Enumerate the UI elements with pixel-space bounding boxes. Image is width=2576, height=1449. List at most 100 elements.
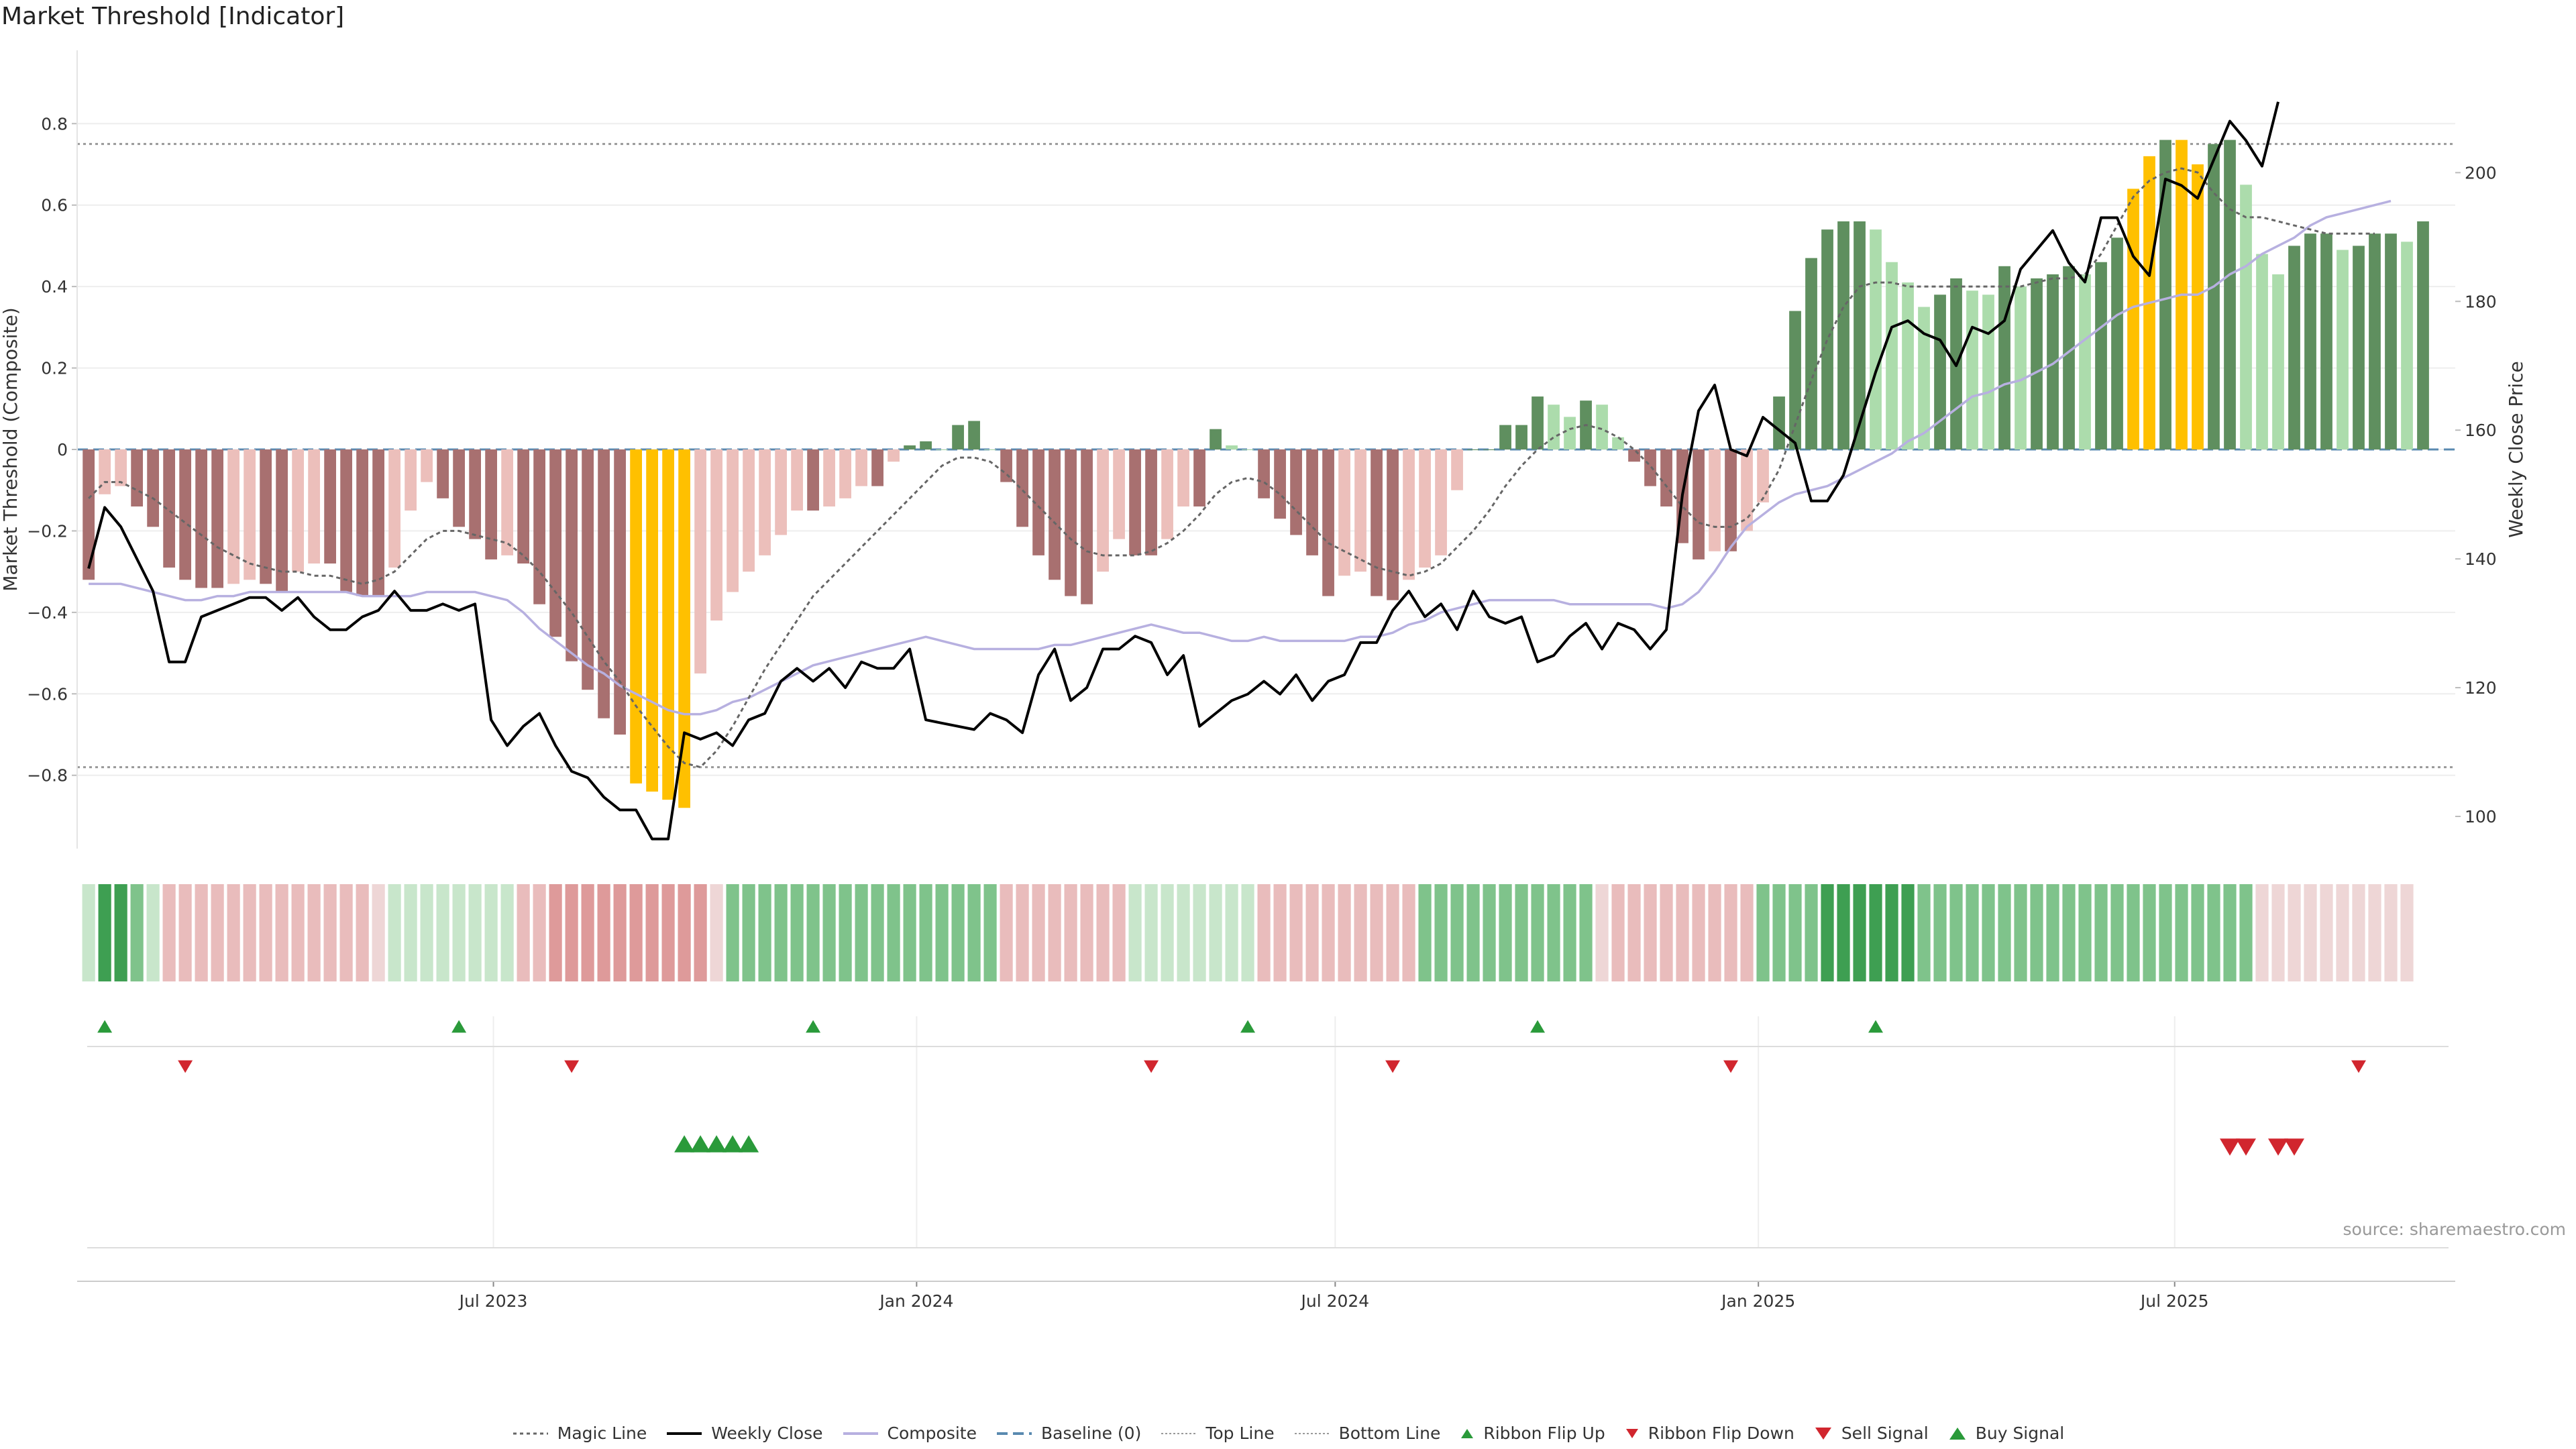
composite-bar xyxy=(1789,311,1801,449)
legend-item-ribbon-flip-down[interactable]: Ribbon Flip Down xyxy=(1624,1424,1794,1443)
ribbon-cell xyxy=(629,884,643,981)
ribbon-cell xyxy=(742,884,755,981)
legend-item-ribbon-flip-up[interactable]: Ribbon Flip Up xyxy=(1459,1424,1605,1443)
ribbon-cell xyxy=(1917,884,1931,981)
ribbon-cell xyxy=(887,884,900,981)
ribbon-cell xyxy=(1853,884,1866,981)
composite-bar xyxy=(678,449,690,808)
ribbon-cell xyxy=(243,884,256,981)
composite-bar xyxy=(582,449,594,690)
composite-bar xyxy=(1387,449,1399,600)
composite-bar xyxy=(598,449,610,718)
ribbon-cell xyxy=(356,884,369,981)
legend-item-composite[interactable]: Composite xyxy=(842,1424,977,1443)
composite-bar xyxy=(1306,449,1318,555)
composite-bar xyxy=(1322,449,1334,596)
ribbon-cell xyxy=(694,884,707,981)
composite-bar xyxy=(1000,449,1012,482)
composite-bar xyxy=(356,449,369,596)
composite-bar xyxy=(1564,417,1576,449)
ribbon-flip-up-icon xyxy=(1461,1428,1474,1438)
y2-axis-label: Weekly Close Price xyxy=(2505,361,2527,537)
legend-item-baseline[interactable]: Baseline (0) xyxy=(996,1424,1141,1443)
legend-swatch-baseline xyxy=(996,1432,1032,1435)
ribbon-cell xyxy=(291,884,305,981)
ribbon-cell xyxy=(1644,884,1657,981)
composite-bar xyxy=(904,445,916,449)
legend-item-buy-signal[interactable]: Buy Signal xyxy=(1947,1424,2064,1443)
composite-bar xyxy=(1870,229,1882,449)
ribbon-cell xyxy=(871,884,884,981)
composite-bar xyxy=(2192,164,2204,449)
signal-markers xyxy=(97,1020,2367,1156)
composite-bar xyxy=(1773,396,1785,449)
legend-item-sell-signal[interactable]: Sell Signal xyxy=(1813,1424,1929,1443)
ribbon-cell xyxy=(1418,884,1432,981)
composite-bar xyxy=(1049,449,1061,580)
sell-signal-icon xyxy=(1815,1427,1831,1440)
composite-bar xyxy=(292,449,305,572)
ribbon-cell xyxy=(1531,884,1544,981)
y-axis-label: Market Threshold (Composite) xyxy=(0,307,21,591)
composite-bar xyxy=(759,449,771,555)
composite-bar xyxy=(179,449,192,580)
composite-bar xyxy=(710,449,722,621)
legend-item-weekly-close[interactable]: Weekly Close xyxy=(665,1424,823,1443)
composite-bar xyxy=(1226,445,1238,449)
x-tick-label: Jul 2025 xyxy=(2139,1291,2209,1311)
buy-signal-icon xyxy=(1949,1427,1966,1440)
composite-bar xyxy=(211,449,224,588)
sell-signal-marker xyxy=(2268,1138,2289,1156)
ribbon-cell xyxy=(2400,884,2414,981)
ribbon-cell xyxy=(2175,884,2188,981)
ribbon-cell xyxy=(1144,884,1158,981)
grid-layer xyxy=(77,123,2455,1248)
composite-bar xyxy=(888,449,900,462)
composite-bar xyxy=(147,449,160,527)
legend-item-top-line[interactable]: Top Line xyxy=(1160,1424,1275,1443)
composite-bar xyxy=(936,449,948,450)
composite-bar xyxy=(920,441,932,449)
composite-bar xyxy=(2288,246,2300,449)
ribbon-cell xyxy=(1772,884,1786,981)
buy-signal-marker xyxy=(706,1135,727,1152)
ribbon-cell xyxy=(1241,884,1254,981)
composite-bar xyxy=(1709,449,1721,551)
ribbon-cell xyxy=(581,884,594,981)
composite-bar xyxy=(372,449,385,596)
ribbon-cell xyxy=(1740,884,1754,981)
legend-label: Weekly Close xyxy=(711,1424,823,1443)
ribbon-cell xyxy=(388,884,401,981)
legend-item-bottom-line[interactable]: Bottom Line xyxy=(1293,1424,1441,1443)
composite-bar xyxy=(533,449,545,604)
ribbon-cell xyxy=(2078,884,2092,981)
ribbon-cell xyxy=(2127,884,2140,981)
composite-bar xyxy=(1210,429,1222,449)
ribbon-cell xyxy=(2239,884,2253,981)
legend-item-magic-line[interactable]: Magic Line xyxy=(512,1424,647,1443)
ribbon-cell xyxy=(1322,884,1335,981)
ribbon-cell xyxy=(645,884,659,981)
ribbon-cell xyxy=(2046,884,2059,981)
composite-bar xyxy=(549,449,561,637)
sell-signal-marker xyxy=(2236,1138,2257,1156)
ribbon-cell xyxy=(903,884,916,981)
composite-bar xyxy=(453,449,465,527)
composite-bar xyxy=(2127,189,2139,449)
ribbon-cell xyxy=(1756,884,1770,981)
ribbon-cell xyxy=(1627,884,1641,981)
ribbon-cell xyxy=(517,884,530,981)
ribbon-cell xyxy=(1128,884,1142,981)
y-tick-label: 0.6 xyxy=(41,196,68,215)
ribbon-cell xyxy=(2368,884,2381,981)
legend-swatch-magic-line xyxy=(513,1432,548,1434)
ribbon-cell xyxy=(1998,884,2011,981)
legend-label: Bottom Line xyxy=(1338,1424,1441,1443)
buy-signal-marker xyxy=(674,1135,695,1152)
composite-bar xyxy=(2417,221,2429,449)
composite-bar xyxy=(775,449,787,535)
composite-bar xyxy=(1419,449,1431,568)
ribbon-cell xyxy=(162,884,176,981)
composite-bar xyxy=(227,449,240,584)
ribbon-cell xyxy=(323,884,337,981)
